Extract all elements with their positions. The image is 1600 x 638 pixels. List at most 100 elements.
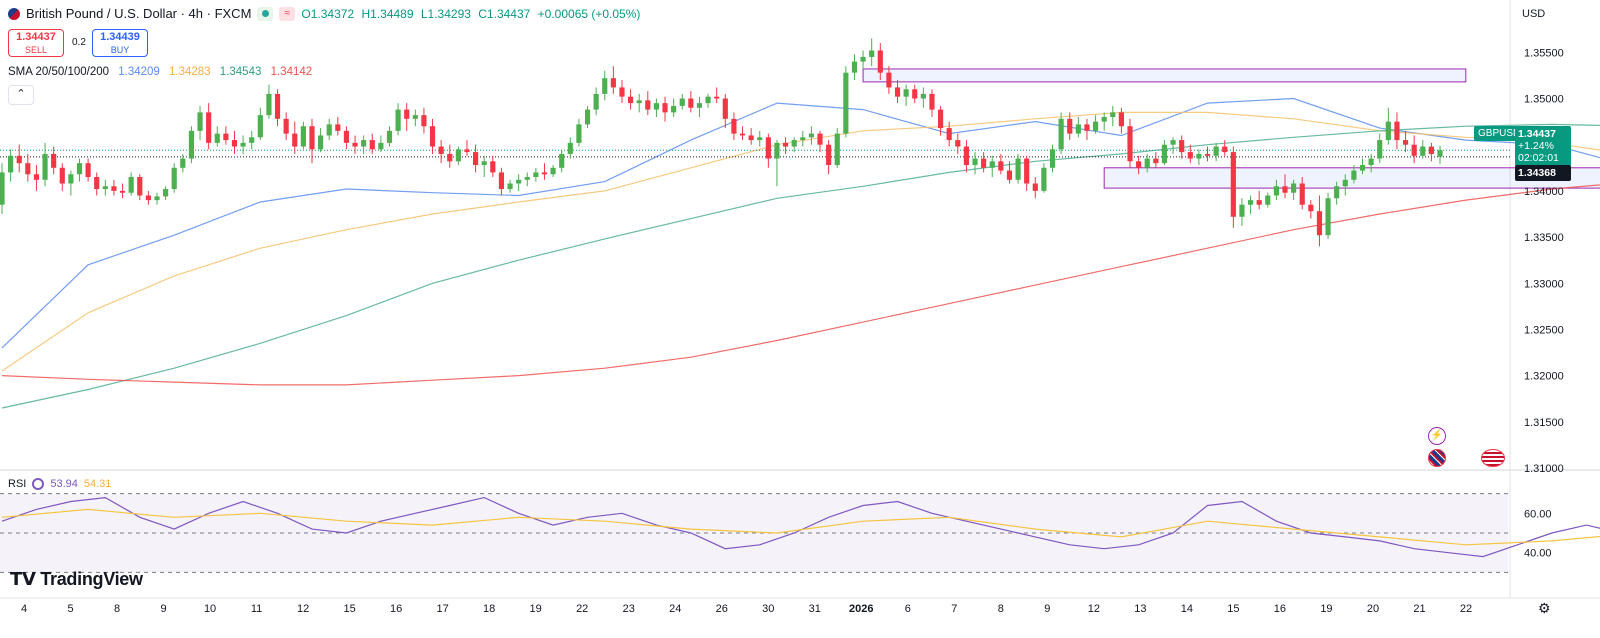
candle-body: [834, 133, 840, 166]
candle-body: [85, 163, 91, 178]
candle-body: [920, 93, 926, 99]
candle-body: [464, 149, 470, 153]
time-tick-label: 7: [951, 603, 957, 615]
symbol-title[interactable]: British Pound / U.S. Dollar · 4h · FXCM: [26, 6, 252, 21]
candle-body: [912, 89, 918, 99]
candle-body: [1101, 116, 1107, 122]
candle-body: [1153, 158, 1159, 164]
candle-body: [602, 78, 608, 94]
candle-body: [1187, 152, 1193, 159]
candle-body: [1179, 140, 1185, 153]
candle-body: [662, 103, 668, 113]
candle-body: [369, 140, 375, 150]
rsi-tick-label: 40.00: [1524, 548, 1552, 560]
candle-body: [791, 140, 797, 147]
candle-body: [438, 146, 444, 154]
candle-body: [1067, 118, 1073, 134]
candle-body: [559, 153, 565, 168]
candle-body: [981, 158, 987, 168]
time-tick-label: 5: [67, 603, 73, 615]
candle-body: [206, 112, 212, 143]
sell-price: 1.34437: [16, 31, 56, 43]
candle-body: [550, 167, 556, 175]
candle-body: [963, 146, 969, 166]
candle-body: [989, 161, 995, 168]
last-price: 1.34437: [1518, 128, 1556, 140]
candle-body: [1110, 112, 1116, 117]
uk-flag-icon[interactable]: [1428, 449, 1446, 467]
crosshair-price-tag: 1.34368: [1515, 165, 1571, 181]
spread-value: 0.2: [72, 37, 86, 48]
rsi-settings-icon[interactable]: [32, 478, 45, 490]
candle-body: [705, 96, 711, 104]
candle-body: [309, 126, 315, 150]
candle-body: [283, 118, 289, 134]
candle-body: [628, 96, 634, 104]
candle-body: [257, 115, 263, 138]
us-flag-icon[interactable]: [1481, 449, 1505, 467]
time-tick-label: 22: [576, 603, 588, 615]
candle-body: [1161, 144, 1168, 164]
candle-body: [1308, 204, 1314, 212]
sma20-value: 1.34209: [118, 66, 160, 78]
supply-demand-zone: [862, 68, 1467, 83]
tradingview-logo[interactable]: 𝗧𝗩 TradingView: [10, 569, 143, 590]
candle-body: [808, 133, 814, 138]
candle-body: [94, 177, 100, 190]
sma-label: SMA 20/50/100/200: [8, 66, 110, 78]
ohlc-high: H1.34489: [361, 6, 414, 21]
ohlc-low: L1.34293: [420, 6, 471, 21]
candle-body: [1032, 183, 1038, 191]
candle-body: [567, 142, 573, 154]
candle-body: [1359, 165, 1366, 171]
time-tick-label: 24: [669, 603, 681, 615]
sell-button[interactable]: 1.34437 SELL: [8, 29, 64, 57]
candle-body: [765, 137, 771, 159]
settings-gear-icon[interactable]: ⚙: [1538, 600, 1551, 616]
time-tick-label: 23: [623, 603, 635, 615]
candle-body: [714, 96, 720, 99]
sell-label: SELL: [24, 45, 48, 55]
candle-body: [240, 142, 246, 147]
candle-body: [33, 174, 40, 180]
candle-body: [1239, 204, 1245, 217]
collapse-legend-button[interactable]: ⌃: [8, 85, 34, 105]
time-tick-label: 9: [160, 603, 166, 615]
time-tick-label: 4: [21, 603, 27, 615]
candle-body: [171, 167, 177, 190]
time-tick-label: 8: [998, 603, 1004, 615]
rsi-legend[interactable]: RSI 53.94 54.31: [8, 478, 111, 490]
candle-body: [584, 109, 591, 125]
candle-body: [1084, 124, 1090, 131]
currency-button[interactable]: USD: [1522, 8, 1546, 20]
buy-button[interactable]: 1.34439 BUY: [92, 29, 148, 57]
market-status-icon[interactable]: [257, 6, 274, 21]
candle-body: [223, 133, 229, 141]
time-tick-label: 10: [204, 603, 216, 615]
flash-icon[interactable]: ⚡: [1428, 427, 1446, 445]
data-delay-icon[interactable]: ≈: [279, 6, 296, 21]
candle-body: [851, 61, 858, 73]
candle-body: [653, 103, 660, 110]
time-tick-label: 19: [530, 603, 542, 615]
time-tick-label: 9: [1044, 603, 1050, 615]
bar-countdown: 02:02:01: [1518, 152, 1559, 164]
candle-body: [843, 72, 849, 134]
time-tick-label: 26: [716, 603, 728, 615]
candle-body: [231, 140, 238, 147]
sma100-line: [1, 123, 1600, 409]
candle-body: [214, 133, 220, 143]
sma-legend[interactable]: SMA 20/50/100/200 1.34209 1.34283 1.3454…: [8, 66, 318, 78]
candle-body: [481, 161, 487, 166]
ohlc-change: +0.00065 (+0.05%): [537, 6, 641, 21]
sma200-line: [1, 184, 1600, 386]
candle-body: [1273, 186, 1279, 196]
ohlc-close: C1.34437: [478, 6, 531, 21]
symbol-flag-icon: [8, 7, 20, 20]
candle-body: [679, 98, 685, 106]
candle-body: [1058, 118, 1064, 150]
price-tick-label: 1.33000: [1524, 278, 1564, 290]
candle-body: [1041, 167, 1047, 191]
candle-body: [1265, 195, 1271, 205]
